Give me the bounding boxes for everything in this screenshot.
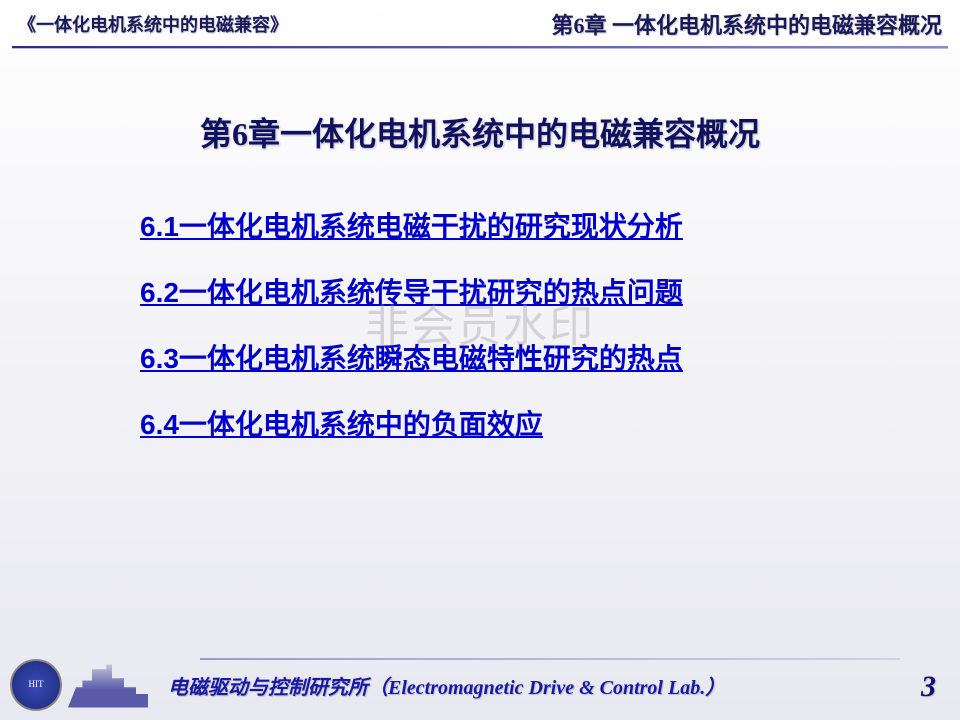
building-icon [68, 663, 148, 708]
toc-link-6-2[interactable]: 6.2一体化电机系统传导干扰研究的热点问题 [140, 271, 880, 311]
chapter-header: 第6章 一体化电机系统中的电磁兼容概况 [551, 8, 942, 40]
lab-name: 电磁驱动与控制研究所（Electromagnetic Drive & Contr… [168, 671, 725, 700]
toc-link-6-4[interactable]: 6.4一体化电机系统中的负面效应 [140, 403, 880, 443]
toc-link-6-3[interactable]: 6.3一体化电机系统瞬态电磁特性研究的热点 [140, 337, 880, 377]
logo-area: HIT [10, 659, 148, 711]
page-number: 3 [921, 670, 936, 704]
university-logo-icon: HIT [10, 659, 62, 711]
slide-footer: HIT 电磁驱动与控制研究所（Electromagnetic Drive & C… [0, 650, 960, 720]
main-content: 第6章一体化电机系统中的电磁兼容概况 6.1一体化电机系统电磁干扰的研究现状分析… [0, 49, 960, 443]
table-of-contents: 6.1一体化电机系统电磁干扰的研究现状分析 6.2一体化电机系统传导干扰研究的热… [80, 205, 880, 443]
toc-link-6-1[interactable]: 6.1一体化电机系统电磁干扰的研究现状分析 [140, 205, 880, 245]
book-title: 《一体化电机系统中的电磁兼容》 [18, 11, 288, 37]
slide-header: 《一体化电机系统中的电磁兼容》 第6章 一体化电机系统中的电磁兼容概况 [0, 0, 960, 44]
chapter-title: 第6章一体化电机系统中的电磁兼容概况 [80, 109, 880, 155]
